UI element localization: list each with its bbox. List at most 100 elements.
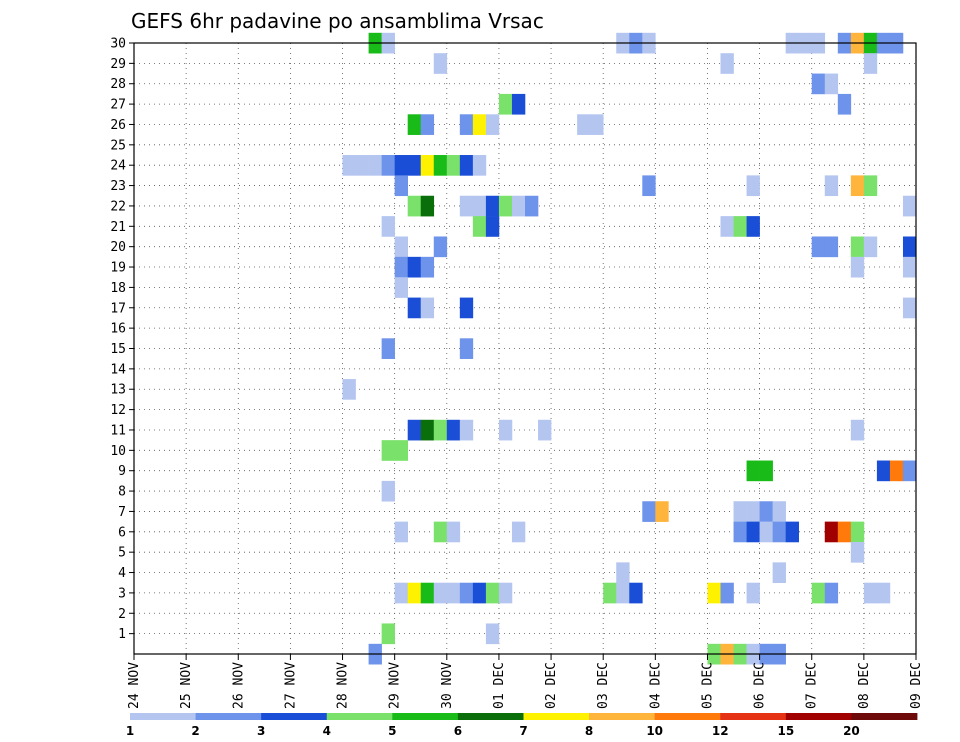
chart-title: GEFS 6hr padavine po ansamblima Vrsac	[131, 9, 544, 33]
precip-cell	[420, 297, 435, 319]
precip-cell	[511, 195, 526, 217]
precip-cell	[590, 114, 604, 135]
precip-cell	[525, 195, 539, 217]
legend-swatch	[589, 713, 656, 720]
precip-cell	[394, 440, 408, 461]
legend-swatch	[523, 713, 590, 720]
precip-cell	[368, 155, 382, 176]
legend-label: 10	[646, 724, 663, 738]
x-tick-label: 06 DEC	[753, 662, 768, 709]
precip-cell	[902, 195, 917, 217]
precip-cell	[876, 582, 891, 604]
precip-cell	[824, 236, 839, 258]
precip-cell	[824, 73, 839, 95]
precip-cell	[472, 582, 487, 604]
precip-cell	[863, 582, 878, 604]
y-tick-label: 6	[118, 525, 126, 540]
precip-cell	[850, 521, 865, 543]
color-legend: 1 2 3 4 5 6 7 8 10 12 15 20	[126, 713, 918, 738]
precip-cell	[746, 460, 760, 482]
legend-label: 1	[126, 724, 134, 738]
precip-cell	[772, 521, 786, 543]
precip-cell	[863, 236, 878, 258]
precip-cell	[902, 256, 917, 278]
precip-cell	[342, 379, 356, 400]
y-tick-label: 8	[118, 485, 126, 500]
legend-swatch	[457, 713, 524, 720]
precip-cell	[811, 236, 826, 258]
y-tick-label: 12	[110, 403, 126, 418]
legend-swatch	[195, 713, 262, 720]
precip-cell	[876, 460, 891, 482]
precip-cell	[511, 93, 526, 115]
y-tick-label: 2	[118, 607, 126, 622]
precip-cell	[472, 155, 487, 176]
precip-cell	[407, 195, 422, 217]
precip-cell	[485, 114, 500, 135]
y-tick-label: 1	[118, 627, 126, 642]
y-tick-label: 27	[110, 98, 126, 113]
y-tick-label: 22	[110, 199, 126, 214]
precip-cell	[824, 175, 839, 197]
precip-cell	[746, 582, 760, 604]
x-tick-label: 01 DEC	[492, 662, 507, 709]
legend-label: 4	[323, 724, 331, 738]
x-tick-label: 29 NOV	[388, 662, 403, 709]
precip-cell	[394, 175, 408, 197]
precip-cell	[498, 195, 513, 217]
x-tick-label: 25 NOV	[179, 662, 194, 709]
precip-cell	[381, 155, 395, 176]
precip-cell	[459, 582, 474, 604]
precip-cell	[459, 297, 474, 319]
precip-cell	[433, 521, 448, 543]
data-cells	[342, 32, 917, 665]
precip-cell	[759, 460, 773, 482]
y-tick-label: 24	[110, 159, 126, 174]
precip-cell	[538, 419, 552, 441]
precip-cell	[850, 419, 865, 441]
precip-cell	[720, 53, 734, 74]
y-tick-label: 4	[118, 566, 126, 581]
precip-cell	[459, 338, 474, 359]
precip-cell	[381, 480, 395, 502]
precip-cell	[642, 175, 656, 197]
precip-cell	[381, 623, 395, 645]
precip-cell	[811, 582, 826, 604]
x-tick-label: 30 NOV	[440, 662, 455, 709]
precip-cell	[485, 195, 500, 217]
precip-cell	[394, 256, 408, 278]
legend-swatch	[785, 713, 852, 720]
precip-cell	[485, 623, 500, 645]
precip-cell	[759, 501, 773, 522]
x-tick-label: 04 DEC	[648, 662, 663, 709]
precip-cell	[381, 338, 395, 359]
precip-cell	[485, 216, 500, 237]
x-tick-label: 03 DEC	[596, 662, 611, 709]
precip-cell	[616, 562, 630, 584]
precip-cell	[746, 175, 760, 197]
precip-cell	[772, 501, 786, 522]
precip-cell	[733, 501, 747, 522]
legend-label: 15	[777, 724, 794, 738]
precip-cell	[785, 521, 799, 543]
precip-cell	[394, 277, 408, 298]
precip-cell	[498, 419, 513, 441]
precip-cell	[342, 155, 356, 176]
precip-cell	[407, 419, 422, 441]
precip-cell	[850, 541, 865, 563]
legend-label: 12	[712, 724, 729, 738]
precip-cell	[446, 155, 461, 176]
legend-label: 20	[843, 724, 860, 738]
precip-cell	[746, 501, 760, 522]
y-tick-label: 28	[110, 77, 126, 92]
precip-cell	[459, 419, 474, 441]
precip-cell	[629, 582, 643, 604]
legend-swatch	[261, 713, 328, 720]
legend-label: 5	[388, 724, 396, 738]
y-tick-label: 26	[110, 118, 126, 133]
precip-cell	[394, 155, 408, 176]
precip-cell	[707, 582, 721, 604]
precip-cell	[459, 195, 474, 217]
precip-cell	[720, 582, 734, 604]
precip-cell	[446, 582, 461, 604]
